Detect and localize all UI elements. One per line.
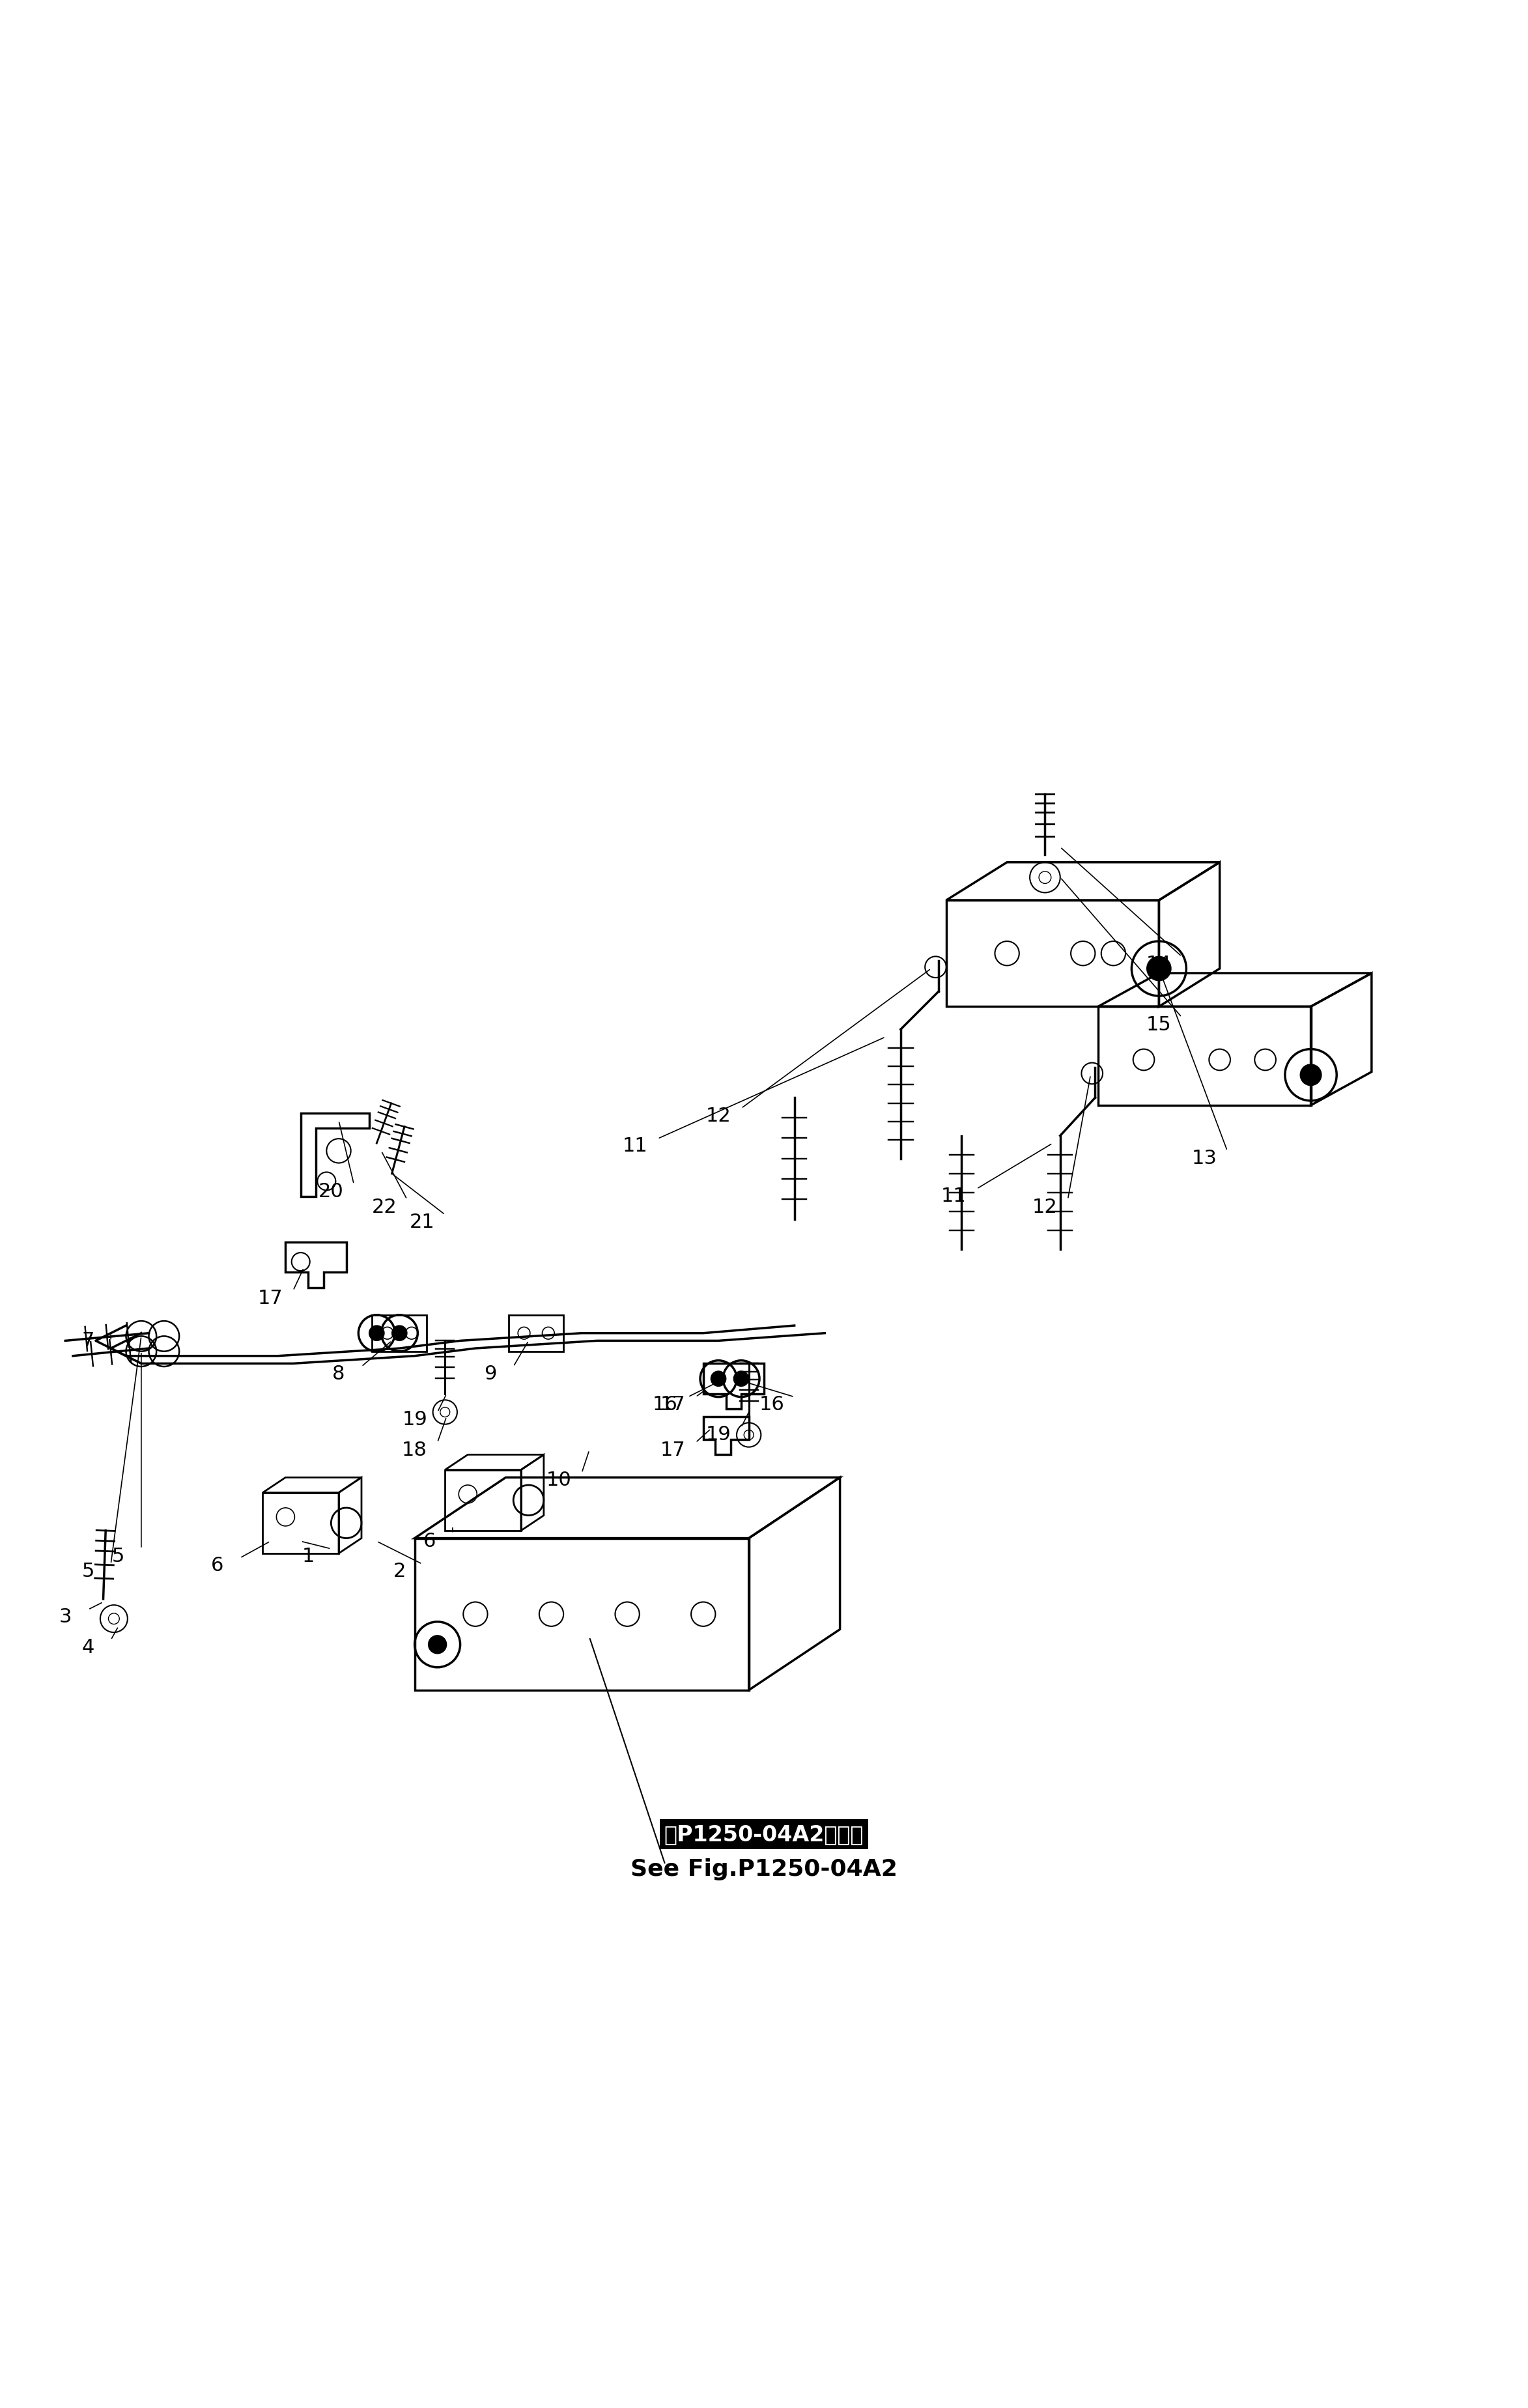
Text: 8: 8 <box>333 1365 345 1385</box>
Text: 7: 7 <box>83 1332 95 1351</box>
Bar <box>509 1315 564 1351</box>
Text: 6: 6 <box>211 1556 223 1575</box>
Text: 13: 13 <box>1192 1149 1218 1168</box>
Text: 16: 16 <box>759 1394 784 1413</box>
Text: 21: 21 <box>410 1214 435 1230</box>
Text: 5: 5 <box>112 1546 125 1565</box>
Text: 15: 15 <box>1146 1016 1172 1033</box>
Text: 17: 17 <box>660 1394 686 1413</box>
Text: 17: 17 <box>660 1440 686 1459</box>
Text: 3: 3 <box>60 1609 72 1628</box>
Text: 第P1250-04A2图参照: 第P1250-04A2图参照 <box>665 1823 863 1845</box>
Circle shape <box>1148 956 1170 980</box>
Text: 10: 10 <box>547 1471 571 1491</box>
Text: 18: 18 <box>402 1440 428 1459</box>
Text: 16: 16 <box>652 1394 678 1413</box>
Text: 14: 14 <box>1146 954 1172 973</box>
Circle shape <box>370 1324 384 1341</box>
Text: See Fig.P1250-04A2: See Fig.P1250-04A2 <box>631 1859 897 1881</box>
Bar <box>373 1315 426 1351</box>
Text: 12: 12 <box>1033 1197 1057 1216</box>
Circle shape <box>391 1324 406 1341</box>
Text: 6: 6 <box>423 1531 435 1551</box>
Circle shape <box>711 1370 726 1387</box>
Text: 19: 19 <box>402 1411 428 1428</box>
Text: 2: 2 <box>393 1563 406 1582</box>
Text: 22: 22 <box>371 1197 397 1216</box>
Circle shape <box>733 1370 749 1387</box>
Text: 5: 5 <box>83 1563 95 1582</box>
Text: 4: 4 <box>83 1637 95 1657</box>
Text: 19: 19 <box>706 1426 730 1445</box>
Text: 1: 1 <box>303 1546 315 1565</box>
Text: 12: 12 <box>706 1105 730 1125</box>
Text: 20: 20 <box>318 1182 344 1202</box>
Circle shape <box>428 1635 446 1654</box>
Circle shape <box>1300 1064 1322 1086</box>
Text: 17: 17 <box>258 1288 283 1308</box>
Text: 11: 11 <box>941 1187 967 1206</box>
Text: 11: 11 <box>622 1137 648 1156</box>
Text: 9: 9 <box>484 1365 497 1385</box>
